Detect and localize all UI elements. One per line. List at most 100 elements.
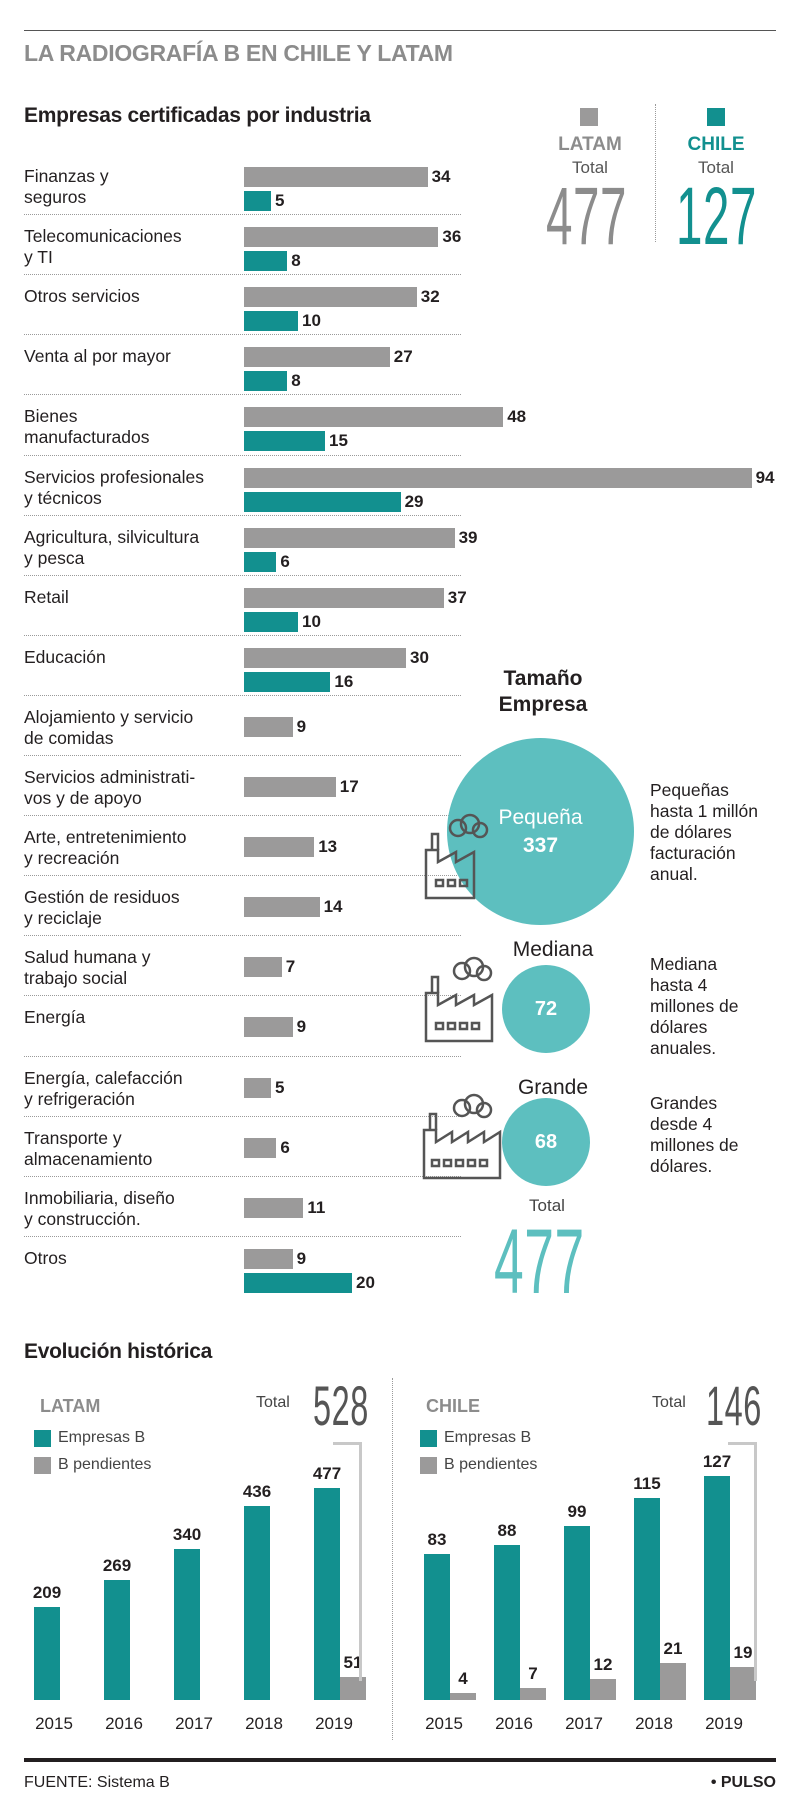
large-company-circle: 68 xyxy=(502,1098,590,1186)
latam-legend-pending: B pendientes xyxy=(58,1456,152,1473)
industry-label: Finanzas y seguros xyxy=(24,166,244,208)
chile-b-value: 99 xyxy=(567,1501,587,1521)
chile-bar-value: 10 xyxy=(302,311,321,331)
factory-medium-icon xyxy=(424,956,494,1043)
latam-year-label: 2016 xyxy=(105,1714,143,1733)
latam-bar-value: 36 xyxy=(442,227,462,247)
chile-total-value: 127 xyxy=(676,171,758,262)
industry-label-line: Salud humana y xyxy=(24,947,151,968)
small-company-value: 337 xyxy=(522,833,559,857)
latam-pending-value: 51 xyxy=(343,1653,363,1673)
latam-total-label: Total xyxy=(572,158,608,177)
latam-bar xyxy=(244,467,752,488)
industry-label: Retail xyxy=(24,587,244,608)
medium-desc-line: millones de xyxy=(650,996,739,1016)
industry-label-line: Energía xyxy=(24,1007,86,1028)
row-separator xyxy=(24,1115,461,1117)
row-separator xyxy=(24,514,461,516)
latam-year-label: 2017 xyxy=(175,1714,213,1733)
chile-pending-value: 7 xyxy=(528,1663,538,1683)
industry-label: Otros xyxy=(24,1248,244,1269)
latam-bar-value: 9 xyxy=(296,1248,307,1268)
row-separator xyxy=(24,334,461,336)
row-separator xyxy=(24,274,461,276)
latam-bar xyxy=(244,716,293,737)
footer-rule xyxy=(24,1758,776,1762)
industry-label-line: y técnicos xyxy=(24,487,102,508)
chile-legend-b-swatch xyxy=(420,1430,437,1447)
latam-b-value: 269 xyxy=(102,1556,132,1576)
latam-bar-value: 13 xyxy=(318,837,338,857)
chile-bar xyxy=(244,671,331,692)
chile-legend-swatch xyxy=(707,108,725,126)
chile-b-bar xyxy=(494,1545,520,1700)
industry-label-line: Otros xyxy=(24,1247,67,1268)
industry-label: Bienes manufacturados xyxy=(24,406,244,448)
chile-bar-value: 6 xyxy=(280,551,290,571)
industry-label-line: y TI xyxy=(24,247,53,268)
latam-bar-value: 48 xyxy=(507,407,527,427)
latam-history-total-label: Total xyxy=(256,1394,290,1411)
size-total-value: 477 xyxy=(494,1211,585,1313)
row-separator xyxy=(24,935,461,937)
industry-label-line: manufacturados xyxy=(24,427,150,448)
large-desc-line: desde 4 xyxy=(650,1114,713,1134)
latam-b-value: 209 xyxy=(32,1582,62,1602)
latam-bar-value: 34 xyxy=(431,167,451,186)
size-total-label: Total xyxy=(529,1196,565,1215)
chile-bar-value: 8 xyxy=(291,251,301,271)
latam-bar xyxy=(244,1197,304,1218)
latam-bar xyxy=(244,897,320,918)
chile-year-label: 2016 xyxy=(495,1714,533,1733)
large-company-desc: Grandes desde 4 millones de dólares. xyxy=(650,1093,739,1177)
chile-bar xyxy=(244,371,288,392)
latam-pending-bar xyxy=(340,1677,366,1700)
small-desc-line: facturación xyxy=(650,843,736,863)
latam-b-bar xyxy=(244,1505,270,1700)
row-separator xyxy=(24,875,461,877)
industry-label-line: Arte, entretenimiento xyxy=(24,827,187,848)
factory-small-icon xyxy=(424,813,489,900)
industry-label: Venta al por mayor xyxy=(24,346,244,367)
latam-bar xyxy=(244,527,455,548)
footer-brand: • PULSO xyxy=(710,1774,776,1791)
chile-bar-value: 16 xyxy=(334,671,354,691)
small-company-circle: Pequeña 337 xyxy=(447,738,634,925)
chile-history-label: CHILE xyxy=(426,1396,480,1416)
latam-bar-value: 9 xyxy=(296,716,307,736)
history-title: Evolución histórica xyxy=(24,1340,213,1363)
row-separator xyxy=(24,394,461,396)
chile-year-label: 2015 xyxy=(425,1714,463,1733)
row-separator xyxy=(24,815,461,817)
latam-total-value: 477 xyxy=(546,171,628,262)
latam-b-bar xyxy=(104,1580,130,1700)
small-desc-line: hasta 1 millón xyxy=(650,801,758,821)
industry-label-line: Transporte y xyxy=(24,1127,122,1148)
latam-bar xyxy=(244,287,417,308)
industry-label-line: Retail xyxy=(24,586,69,607)
chile-bar-value: 15 xyxy=(329,431,348,451)
latam-year-label: 2018 xyxy=(245,1714,283,1733)
industry-label-line: y refrigeración xyxy=(24,1088,135,1109)
industry-label-line: Venta al por mayor xyxy=(24,346,171,367)
industry-label-line: almacenamiento xyxy=(24,1148,153,1169)
industry-label-line: Bienes xyxy=(24,406,78,427)
industry-label-line: Alojamiento y servicio xyxy=(24,706,194,727)
industry-label: Alojamiento y servicio de comidas xyxy=(24,707,244,749)
chile-pending-value: 4 xyxy=(458,1668,468,1688)
chile-pending-value: 21 xyxy=(663,1639,683,1659)
chile-pending-bar xyxy=(450,1692,476,1700)
latam-bar xyxy=(244,957,282,978)
industry-label-line: Agricultura, silvicultura xyxy=(24,526,200,547)
medium-desc-line: hasta 4 xyxy=(650,975,708,995)
industry-label-line: Inmobiliaria, diseño xyxy=(24,1187,175,1208)
chile-legend-pending-swatch xyxy=(420,1457,437,1474)
chile-b-value: 83 xyxy=(427,1529,447,1549)
chile-pending-value: 19 xyxy=(733,1642,753,1662)
latam-bar-value: 39 xyxy=(458,527,478,547)
medium-desc-line: dólares xyxy=(650,1017,708,1037)
chile-year-label: 2018 xyxy=(635,1714,673,1733)
latam-bar-value: 27 xyxy=(393,347,413,367)
chile-pending-bar xyxy=(730,1666,756,1700)
latam-b-value: 436 xyxy=(242,1481,272,1501)
